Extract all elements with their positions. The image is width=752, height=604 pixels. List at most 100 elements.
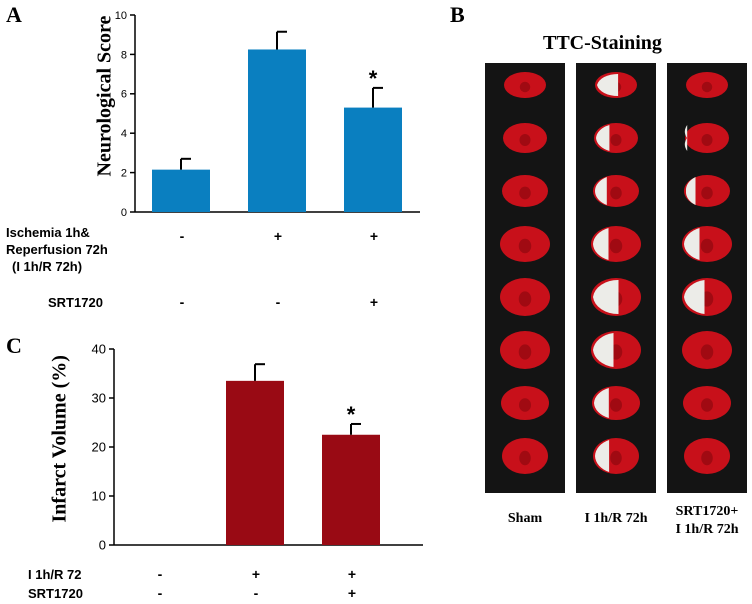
panel-a-bar xyxy=(344,107,402,212)
brain-slice-image xyxy=(501,386,549,420)
brain-slice-center xyxy=(610,450,622,466)
condition-label-line: (I 1h/R 72h) xyxy=(12,259,83,274)
panel-a-srt-sign-2: - xyxy=(275,294,281,310)
brain-slice-image xyxy=(500,278,550,316)
ir-column-label: I 1h/R 72h xyxy=(584,511,648,526)
brain-slice-center xyxy=(610,134,622,146)
brain-slice-infarct-region xyxy=(594,388,609,418)
srt1720-ir-column-label: SRT1720+ I 1h/R 72h xyxy=(659,503,752,539)
brain-slice-image xyxy=(592,386,640,420)
brain-slice-center xyxy=(610,398,622,412)
brain-slice-infarct-region xyxy=(684,280,705,314)
panel-c-srt-sign-3: + xyxy=(347,585,357,601)
panel-a-condition-ischemia-label: Ischemia 1h& Reperfusion 72h (I 1h/R 72h… xyxy=(6,224,108,275)
brain-slice-center xyxy=(701,81,713,93)
panel-c-y-tick-label: 40 xyxy=(92,342,106,357)
panel-a-ischemia-sign-1: - xyxy=(179,228,185,244)
sham-brain-slices xyxy=(485,63,565,493)
panel-c-condition-ir-label: I 1h/R 72 xyxy=(28,567,82,582)
brain-slice-center xyxy=(519,186,531,200)
brain-slice-image xyxy=(682,226,732,262)
sham-column-label: Sham xyxy=(507,511,543,526)
panel-c-ir-sign-3: + xyxy=(347,566,357,582)
brain-slice-infarct-region xyxy=(593,279,619,315)
panel-a-label: A xyxy=(6,2,22,27)
brain-slice-image xyxy=(684,438,730,474)
infarct-volume-chart: 0 10 20 30 40 * xyxy=(92,342,423,553)
panel-c-y-tick-label: 0 xyxy=(99,538,106,553)
brain-slice-center xyxy=(701,134,713,146)
brain-slice-center xyxy=(609,238,623,254)
panel-c-y-axis-label: Infarct Volume (%) xyxy=(48,355,71,523)
panel-a-ischemia-sign-3: + xyxy=(369,228,379,244)
brain-slice-infarct-region xyxy=(684,228,700,260)
brain-slice-infarct-region xyxy=(596,125,610,151)
panel-c-y-tick-label: 20 xyxy=(92,440,106,455)
ttc-staining-title: TTC-Staining xyxy=(543,32,662,54)
panel-a-srt-sign-1: - xyxy=(179,294,185,310)
brain-slice-image xyxy=(500,226,550,262)
brain-slice-center xyxy=(519,81,531,93)
brain-slice-infarct-region xyxy=(595,440,610,472)
column-label-line: SRT1720+ xyxy=(675,504,739,519)
brain-slice-image xyxy=(684,123,729,153)
brain-slice-image xyxy=(594,123,638,153)
panel-c-label: C xyxy=(6,333,22,358)
brain-slice-image xyxy=(502,438,548,474)
brain-slice-image xyxy=(595,72,637,98)
neurological-score-chart: 0 2 4 6 8 10 * xyxy=(115,10,420,219)
condition-label-line: Reperfusion 72h xyxy=(6,242,108,257)
brain-slice-infarct-region xyxy=(593,228,609,260)
panel-a-significance-marker: * xyxy=(369,66,378,91)
brain-slice-center xyxy=(700,238,714,254)
brain-slice-center xyxy=(519,398,531,412)
panel-c-srt-sign-1: - xyxy=(157,585,163,601)
panel-a-y-tick-label: 10 xyxy=(115,10,127,22)
brain-slice-infarct-region xyxy=(684,125,688,151)
panel-a-y-tick-label: 4 xyxy=(121,128,127,140)
brain-slice-image xyxy=(504,72,546,98)
panel-b-label: B xyxy=(450,2,465,27)
brain-slice-image xyxy=(591,278,641,316)
panel-c-y-tick-label: 30 xyxy=(92,391,106,406)
brain-slice-infarct-region xyxy=(597,73,619,97)
panel-c-bar xyxy=(226,380,284,545)
brain-slice-center xyxy=(701,186,713,200)
srt1720-ir-brain-slices xyxy=(667,63,747,493)
brain-slice-infarct-region xyxy=(685,177,696,205)
brain-slice-image xyxy=(503,123,547,153)
panel-c-condition-srt1720-label: SRT1720 xyxy=(28,586,83,601)
panel-a-y-tick-label: 6 xyxy=(121,89,127,101)
panel-a-condition-srt1720-label: SRT1720 xyxy=(48,295,103,310)
brain-slice-image xyxy=(683,386,731,420)
panel-a-srt-sign-3: + xyxy=(369,294,379,310)
brain-slice-image xyxy=(682,278,732,316)
brain-slice-image xyxy=(686,72,728,98)
brain-slice-center xyxy=(610,186,622,200)
panel-a-y-tick-label: 2 xyxy=(121,167,127,179)
panel-a-bar xyxy=(152,169,210,212)
brain-slice-center xyxy=(518,238,532,254)
brain-slice-image xyxy=(591,226,641,262)
brain-slice-center xyxy=(519,450,531,466)
brain-slice-infarct-region xyxy=(593,333,614,367)
brain-slice-center xyxy=(519,134,531,146)
brain-slice-center xyxy=(518,344,532,360)
panel-c-srt-sign-2: - xyxy=(253,585,259,601)
panel-c-y-tick-label: 10 xyxy=(92,489,106,504)
brain-slice-center xyxy=(701,398,713,412)
column-label-line: I 1h/R 72h xyxy=(675,522,739,537)
brain-slice-center xyxy=(701,450,713,466)
brain-slice-image xyxy=(591,331,641,369)
brain-slice-image xyxy=(502,175,548,207)
brain-slice-image xyxy=(500,331,550,369)
brain-slice-infarct-region xyxy=(595,177,607,205)
panel-a-bar xyxy=(248,49,306,212)
ir-brain-slices xyxy=(576,63,656,493)
condition-label-line: Ischemia 1h& xyxy=(6,225,90,240)
panel-a-ischemia-sign-2: + xyxy=(273,228,283,244)
brain-slice-image xyxy=(684,175,730,207)
brain-slice-image xyxy=(682,331,732,369)
panel-c-significance-marker: * xyxy=(347,402,356,427)
panel-c-ir-sign-2: + xyxy=(251,566,261,582)
